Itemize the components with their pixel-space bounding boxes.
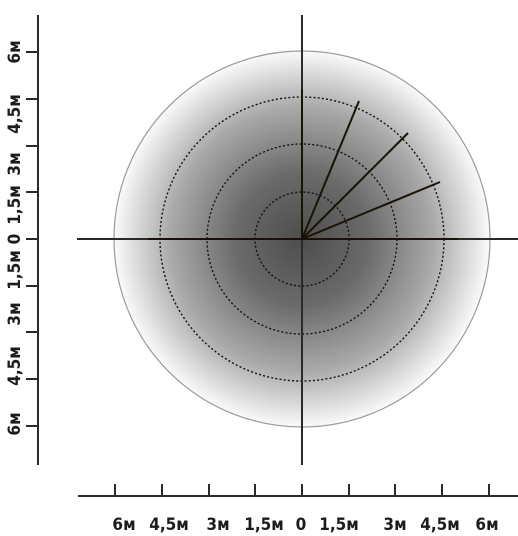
- left-scale-label: 1,5м: [5, 250, 25, 290]
- left-scale-label: 3м: [5, 302, 25, 325]
- left-scale-label: 4,5м: [5, 94, 25, 134]
- left-scale: 6м 4,5м 3м 1,5м 0 1,5м 3м 4,5м 6м: [5, 15, 39, 465]
- bottom-scale-label: 3м: [383, 515, 406, 535]
- bottom-scale-label: 4,5м: [420, 515, 460, 535]
- left-scale-label: 4,5м: [5, 346, 25, 386]
- left-scale-label: 0: [5, 234, 25, 245]
- bottom-scale-label: 6м: [112, 515, 135, 535]
- bottom-scale-label: 0: [296, 515, 307, 535]
- bottom-scale: 6м 4,5м 3м 1,5м 0 1,5м 3м 4,5м 6м: [78, 484, 518, 535]
- detection-ray: [301, 100, 360, 240]
- bottom-scale-label: 4,5м: [149, 515, 189, 535]
- detection-ray: [301, 132, 409, 240]
- bottom-scale-label: 6м: [475, 515, 498, 535]
- left-scale-label: 1,5м: [5, 185, 25, 225]
- left-scale-label: 6м: [5, 40, 25, 63]
- left-scale-label: 6м: [5, 412, 25, 435]
- left-scale-label: 3м: [5, 152, 25, 175]
- detection-ray: [301, 181, 441, 240]
- bottom-scale-label: 3м: [206, 515, 229, 535]
- bottom-scale-label: 1,5м: [244, 515, 284, 535]
- bottom-scale-label: 1,5м: [319, 515, 359, 535]
